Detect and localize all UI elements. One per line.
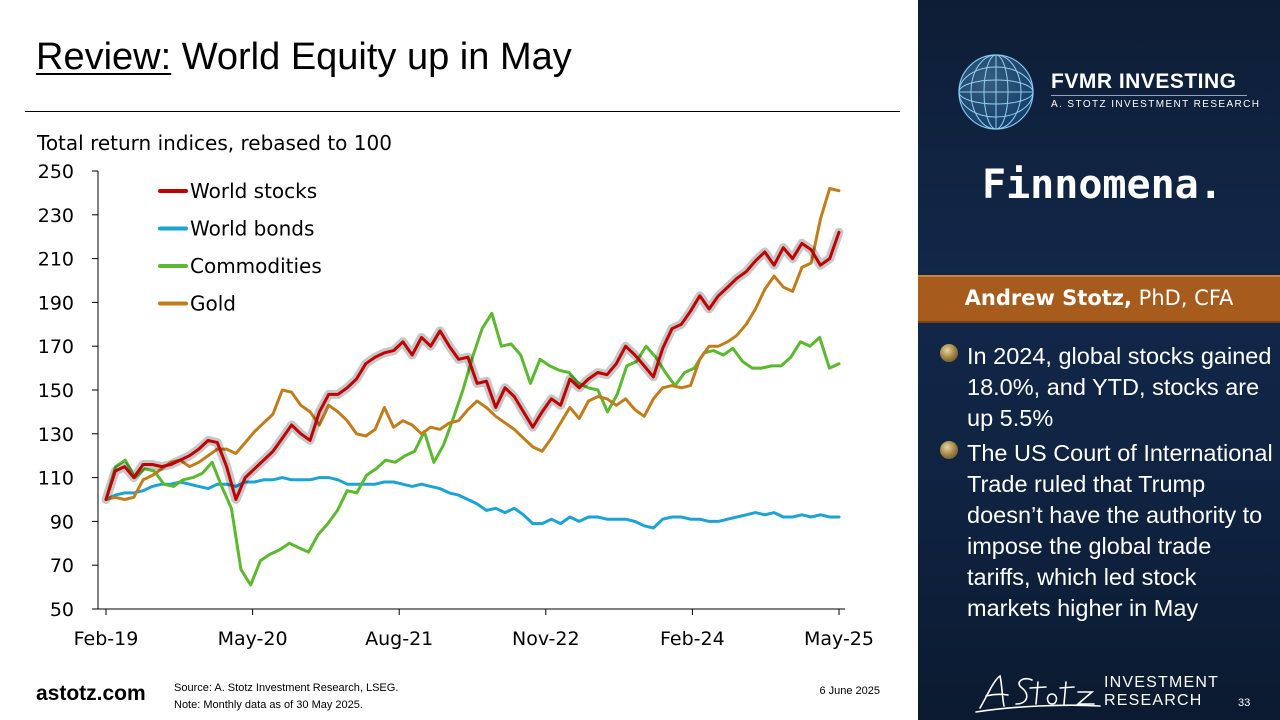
bullet-icon (940, 441, 958, 459)
source-line: Source: A. Stotz Investment Research, LS… (174, 682, 399, 694)
slide-title: Review: World Equity up in May (36, 36, 572, 79)
slide-date: 6 June 2025 (819, 685, 880, 697)
series-line (104, 187, 841, 501)
title-rest: World Equity up in May (171, 36, 572, 78)
bullet-list: In 2024, global stocks gained 18.0%, and… (940, 341, 1278, 628)
y-tick-label: 50 (50, 599, 74, 621)
right-panel: FVMR INVESTING A. STOTZ INVESTMENT RESEA… (918, 0, 1280, 720)
legend-label: World bonds (190, 217, 314, 241)
y-tick-label: 90 (50, 511, 74, 533)
line-chart: Total return indices, rebased to 100 50 7… (36, 131, 874, 650)
y-tick-label: 170 (38, 336, 74, 358)
brand-divider (1051, 95, 1247, 96)
signature-logo-icon (975, 674, 1101, 713)
site-url[interactable]: astotz.com (36, 682, 146, 705)
signature-text-line1: INVESTMENT (1104, 674, 1220, 691)
bullet-text: In 2024, global stocks gained 18.0%, and… (967, 343, 1272, 431)
source-note: Source: A. Stotz Investment Research, LS… (174, 680, 398, 714)
y-tick-label: 190 (38, 292, 74, 314)
y-tick-label: 210 (38, 249, 74, 271)
bullet-item: The US Court of International Trade rule… (940, 438, 1278, 624)
bullet-text: The US Court of International Trade rule… (967, 440, 1273, 621)
y-tick-label: 230 (38, 205, 74, 227)
author-credentials: PhD, CFA (1132, 286, 1234, 310)
note-line: Note: Monthly data as of 30 May 2025. (174, 699, 363, 711)
page-number: 33 (1238, 697, 1251, 709)
y-tick-label: 70 (50, 555, 74, 577)
title-prefix: Review: (36, 36, 172, 78)
bullet-item: In 2024, global stocks gained 18.0%, and… (940, 341, 1278, 434)
partner-logo: Finnomena. (982, 162, 1223, 208)
x-tick-label: May-25 (804, 628, 874, 650)
y-tick-label: 150 (38, 380, 74, 402)
globe-logo-icon (958, 54, 1034, 130)
y-tick-label: 110 (38, 468, 74, 490)
x-tick-label: Feb-19 (74, 628, 139, 650)
x-tick-label: Aug-21 (365, 628, 433, 650)
series-line (104, 476, 841, 530)
author-credit: Andrew Stotz, PhD, CFA (918, 286, 1280, 310)
legend-label: World stocks (190, 179, 317, 203)
brand-name: FVMR INVESTING (1051, 70, 1237, 93)
chart-title: Total return indices, rebased to 100 (36, 131, 392, 155)
series-line (104, 230, 841, 501)
x-tick-label: May-20 (218, 628, 288, 650)
bullet-icon (940, 344, 958, 362)
series-line (104, 311, 841, 587)
author-bar: Andrew Stotz, PhD, CFA (918, 275, 1280, 323)
y-tick-label: 130 (38, 424, 74, 446)
author-name: Andrew Stotz, (964, 286, 1132, 310)
y-tick-label: 250 (38, 161, 74, 183)
x-tick-label: Feb-24 (660, 628, 725, 650)
legend-label: Commodities (190, 254, 322, 278)
x-tick-label: Nov-22 (512, 628, 580, 650)
signature-text: INVESTMENT RESEARCH (1104, 674, 1219, 710)
chart-container: Total return indices, rebased to 100 50 7… (0, 120, 900, 680)
signature-text-line2: RESEARCH (1104, 692, 1203, 709)
title-divider (25, 111, 900, 112)
brand-subtitle: A. STOTZ INVESTMENT RESEARCH (1051, 99, 1261, 110)
legend-label: Gold (190, 292, 236, 316)
